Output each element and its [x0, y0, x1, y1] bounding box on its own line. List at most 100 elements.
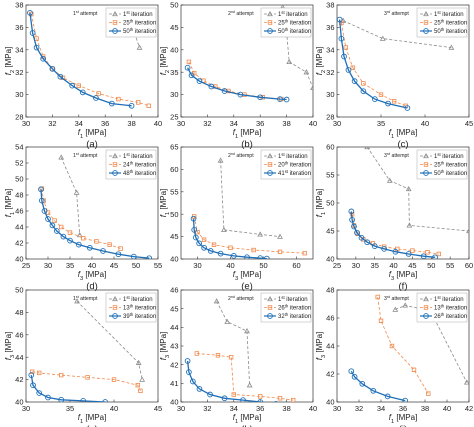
- data-point: [30, 382, 36, 389]
- legend-label: 26th iteration: [278, 303, 311, 312]
- x-tick-label: 30: [333, 119, 341, 128]
- legend-label: 50th iteration: [434, 27, 467, 36]
- y-tick-label: 42: [170, 360, 178, 369]
- x-tick-label: 36: [256, 404, 264, 413]
- data-point: [432, 254, 438, 259]
- x-tick-label: 30: [177, 404, 185, 413]
- legend-marker: [423, 152, 429, 159]
- legend-marker: [267, 305, 273, 310]
- data-point: [371, 96, 378, 102]
- data-point: [448, 44, 455, 50]
- x-tick-label: 30: [22, 119, 30, 128]
- legend-marker: [423, 28, 429, 34]
- legend-marker: [267, 28, 273, 34]
- panel-caption: (e): [241, 281, 253, 292]
- data-point: [100, 248, 106, 254]
- x-tick-label: 40: [309, 404, 317, 413]
- data-point: [384, 393, 391, 400]
- x-tick-label: 30: [333, 404, 341, 413]
- series-line-blue-circ: [192, 218, 267, 259]
- data-point: [69, 82, 76, 89]
- x-axis-label: f1 [MPa]: [233, 128, 262, 140]
- chart-panel-f: 25 30 35 40 45 50 55 60 40 45 50 55 60 f3 [MPa] f1 [MP…: [315, 143, 473, 292]
- data-point: [139, 376, 146, 382]
- legend-label: 50th iteration: [123, 27, 156, 36]
- x-tick-label: 38: [421, 404, 429, 413]
- y-tick-label: 28: [326, 113, 334, 122]
- data-point: [392, 306, 399, 312]
- y-tick-label: 48: [326, 286, 334, 295]
- y-tick-label: 38: [326, 1, 334, 10]
- data-point: [53, 228, 60, 234]
- x-tick-label: 45: [110, 261, 118, 270]
- data-point: [277, 396, 283, 401]
- y-tick-label: 41: [170, 379, 178, 388]
- data-point: [359, 380, 366, 387]
- panel-caption: (b): [241, 139, 253, 150]
- data-point: [341, 53, 347, 60]
- legend-marker: [423, 305, 429, 310]
- data-point: [375, 294, 380, 300]
- series-line-gray-tri: [395, 304, 468, 383]
- y-tick-label: 50: [326, 199, 334, 208]
- data-point: [81, 235, 86, 241]
- x-axis-label: f3 [MPa]: [233, 270, 262, 282]
- data-point: [436, 251, 442, 257]
- legend-label: 1st iteration: [123, 295, 153, 304]
- legend-label: 25th iteration: [434, 18, 467, 27]
- data-point: [263, 255, 270, 259]
- x-axis-label: f3 [MPa]: [78, 270, 107, 282]
- data-point: [224, 318, 231, 324]
- legend-marker: [267, 295, 273, 302]
- y-tick-label: 60: [170, 165, 178, 174]
- data-point: [257, 231, 264, 237]
- x-tick-label: 30: [177, 119, 185, 128]
- y-tick-label: 46: [326, 314, 334, 323]
- data-point: [116, 96, 121, 102]
- chart-panel-e: 30 40 50 60 40 45 50 55 60 65 f3 [MPa] f1 [MPa] (e) 2…: [159, 143, 314, 292]
- data-point: [49, 222, 56, 229]
- x-tick-label: 40: [226, 261, 234, 270]
- y-tick-label: 30: [170, 90, 178, 99]
- y-tick-label: 25: [170, 113, 178, 122]
- data-point: [361, 81, 366, 86]
- data-point: [358, 234, 365, 241]
- data-point: [425, 250, 430, 255]
- series-line-blue-circ: [30, 374, 106, 402]
- data-point: [221, 226, 227, 233]
- legend-label: 1st iteration: [278, 152, 308, 161]
- y-tick-label: 42: [15, 239, 23, 248]
- data-point: [310, 84, 313, 91]
- legend-label: 32th iteration: [278, 312, 311, 321]
- data-point: [343, 45, 348, 50]
- x-tick-label: 40: [110, 404, 118, 413]
- data-point: [135, 382, 140, 388]
- data-point: [402, 302, 409, 308]
- y-tick-label: 48: [15, 191, 23, 200]
- x-tick-label: 40: [389, 261, 397, 270]
- attempt-label: 2nd attempt: [228, 10, 254, 17]
- series-line-blue-circ: [350, 370, 406, 402]
- x-tick-label: 35: [371, 261, 379, 270]
- y-tick-label: 30: [326, 90, 334, 99]
- panel-caption: (c): [397, 139, 408, 150]
- legend-label: 1st iteration: [434, 152, 464, 161]
- legend-label: 1st iteration: [278, 10, 308, 19]
- legend-marker: [423, 170, 429, 176]
- x-tick-label: 30: [44, 261, 52, 270]
- legend-label: 50th iteration: [278, 27, 311, 36]
- x-tick-label: 35: [377, 119, 385, 128]
- data-point: [186, 369, 192, 375]
- data-point: [348, 368, 355, 375]
- data-point: [59, 224, 64, 230]
- series-line-gray-tri: [220, 160, 281, 237]
- data-point: [29, 11, 34, 17]
- data-point: [196, 386, 203, 392]
- data-point: [391, 99, 397, 104]
- legend-label: 26th iteration: [434, 312, 467, 321]
- attempt-label: 3rd attempt: [384, 10, 409, 17]
- x-tick-label: 55: [446, 261, 454, 270]
- data-point: [351, 373, 358, 380]
